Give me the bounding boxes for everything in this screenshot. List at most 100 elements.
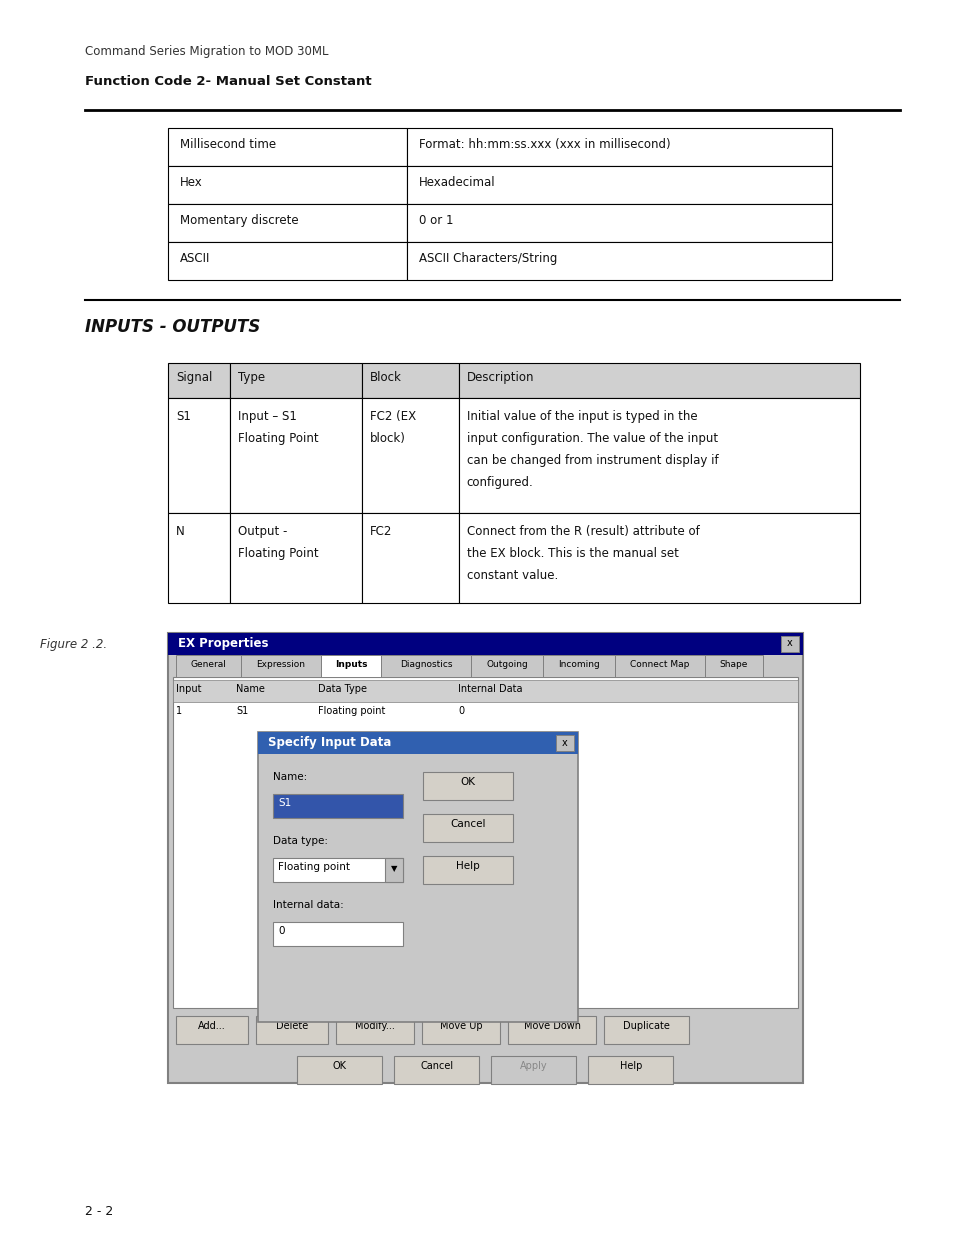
Text: INPUTS - OUTPUTS: INPUTS - OUTPUTS xyxy=(85,317,260,336)
Bar xyxy=(385,858,402,882)
Bar xyxy=(168,513,230,603)
Text: Input: Input xyxy=(175,684,201,694)
Text: Outgoing: Outgoing xyxy=(486,659,527,669)
Bar xyxy=(172,680,797,701)
Bar xyxy=(422,772,513,800)
Text: Help: Help xyxy=(456,861,479,871)
Text: Command Series Migration to MOD 30ML: Command Series Migration to MOD 30ML xyxy=(85,44,328,58)
Text: Cancel: Cancel xyxy=(450,819,485,829)
Bar xyxy=(168,204,407,242)
Text: S1: S1 xyxy=(175,410,191,424)
Text: FC2 (EX: FC2 (EX xyxy=(370,410,416,424)
Text: OK: OK xyxy=(333,1061,347,1071)
Bar xyxy=(361,513,458,603)
Text: Hex: Hex xyxy=(180,177,203,189)
Text: Help: Help xyxy=(619,1061,641,1071)
Text: EX Properties: EX Properties xyxy=(178,637,268,650)
Text: Add...: Add... xyxy=(198,1021,226,1031)
Bar xyxy=(320,655,380,677)
Text: Data type:: Data type: xyxy=(273,836,328,846)
Bar xyxy=(407,242,831,280)
Text: 1: 1 xyxy=(175,706,182,716)
Bar xyxy=(380,655,471,677)
Text: configured.: configured. xyxy=(466,475,533,489)
Text: Signal: Signal xyxy=(175,370,213,384)
Bar xyxy=(507,1016,596,1044)
Bar xyxy=(230,513,361,603)
Bar xyxy=(542,655,615,677)
Text: Format: hh:mm:ss.xxx (xxx in millisecond): Format: hh:mm:ss.xxx (xxx in millisecond… xyxy=(418,138,670,151)
Text: Floating point: Floating point xyxy=(277,862,350,872)
Text: x: x xyxy=(786,638,792,648)
Text: S1: S1 xyxy=(277,798,291,808)
Text: Inputs: Inputs xyxy=(335,659,367,669)
Text: Block: Block xyxy=(370,370,401,384)
Text: Internal Data: Internal Data xyxy=(457,684,522,694)
Bar xyxy=(241,655,320,677)
Bar xyxy=(335,1016,414,1044)
Text: Apply: Apply xyxy=(519,1061,547,1071)
Bar xyxy=(168,363,230,398)
Bar xyxy=(168,165,407,204)
Bar xyxy=(168,634,802,655)
Text: Incoming: Incoming xyxy=(558,659,599,669)
Bar xyxy=(168,128,407,165)
Bar xyxy=(407,128,831,165)
Text: Diagnostics: Diagnostics xyxy=(399,659,452,669)
Text: Move Down: Move Down xyxy=(523,1021,579,1031)
Bar xyxy=(458,363,859,398)
Bar xyxy=(175,655,241,677)
Bar xyxy=(458,513,859,603)
Bar xyxy=(556,735,574,751)
Bar xyxy=(422,856,513,884)
Bar xyxy=(781,636,799,652)
Text: input configuration. The value of the input: input configuration. The value of the in… xyxy=(466,432,717,445)
Text: 2 - 2: 2 - 2 xyxy=(85,1205,113,1218)
Text: Connect Map: Connect Map xyxy=(630,659,689,669)
Text: 0: 0 xyxy=(277,926,284,936)
Text: Output -: Output - xyxy=(238,525,288,538)
Text: Modify...: Modify... xyxy=(355,1021,395,1031)
Bar xyxy=(255,1016,328,1044)
Text: Figure 2 .2.: Figure 2 .2. xyxy=(40,638,107,651)
Bar xyxy=(471,655,542,677)
Bar xyxy=(395,1056,479,1084)
Bar xyxy=(421,1016,499,1044)
Bar xyxy=(273,858,402,882)
Bar xyxy=(273,923,402,946)
Text: Move Up: Move Up xyxy=(439,1021,482,1031)
Bar xyxy=(407,204,831,242)
Text: Name: Name xyxy=(235,684,265,694)
Text: x: x xyxy=(561,737,567,747)
Text: Function Code 2- Manual Set Constant: Function Code 2- Manual Set Constant xyxy=(85,75,372,88)
Bar xyxy=(257,732,578,1023)
Bar xyxy=(704,655,762,677)
Text: the EX block. This is the manual set: the EX block. This is the manual set xyxy=(466,547,678,559)
Bar xyxy=(168,242,407,280)
Bar xyxy=(273,794,402,818)
Text: Input – S1: Input – S1 xyxy=(238,410,296,424)
Text: Cancel: Cancel xyxy=(420,1061,453,1071)
Text: Name:: Name: xyxy=(273,772,307,782)
Text: FC2: FC2 xyxy=(370,525,392,538)
Text: Specify Input Data: Specify Input Data xyxy=(268,736,391,748)
Text: can be changed from instrument display if: can be changed from instrument display i… xyxy=(466,454,718,467)
Bar xyxy=(257,732,578,755)
Text: constant value.: constant value. xyxy=(466,569,558,582)
Text: General: General xyxy=(191,659,226,669)
Bar xyxy=(407,165,831,204)
Bar xyxy=(172,677,797,1008)
Text: Hexadecimal: Hexadecimal xyxy=(418,177,496,189)
Text: Delete: Delete xyxy=(275,1021,308,1031)
Bar xyxy=(491,1056,576,1084)
Bar xyxy=(175,1016,248,1044)
Text: Description: Description xyxy=(466,370,534,384)
Text: Momentary discrete: Momentary discrete xyxy=(180,214,298,227)
Bar xyxy=(615,655,704,677)
Text: Internal data:: Internal data: xyxy=(273,900,343,910)
Bar xyxy=(297,1056,382,1084)
Bar xyxy=(361,363,458,398)
Bar xyxy=(168,634,802,1083)
Bar xyxy=(603,1016,688,1044)
Text: ASCII: ASCII xyxy=(180,252,211,266)
